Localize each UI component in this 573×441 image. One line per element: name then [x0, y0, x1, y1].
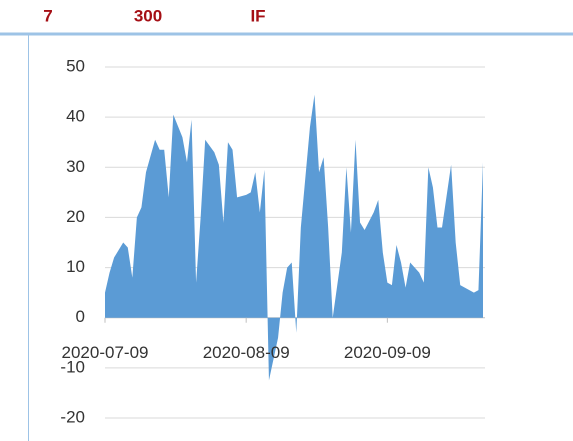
y-tick-label: -20 [60, 407, 85, 426]
y-tick-label: 50 [66, 56, 85, 75]
x-tick-label: 2020-08-09 [203, 343, 290, 362]
y-tick-label: 30 [66, 157, 85, 176]
x-tick-label: 2020-07-09 [62, 343, 149, 362]
header-item: 300 [134, 6, 162, 25]
area [105, 94, 483, 381]
y-tick-label: -10 [60, 357, 85, 376]
header-item: IF [250, 6, 265, 25]
x-tick-label: 2020-09-09 [344, 343, 431, 362]
y-tick-label: 40 [66, 107, 85, 126]
y-tick-label: 0 [76, 307, 85, 326]
y-tick-label: 10 [66, 257, 85, 276]
y-tick-label: 20 [66, 207, 85, 226]
header-item: 7 [43, 6, 52, 25]
